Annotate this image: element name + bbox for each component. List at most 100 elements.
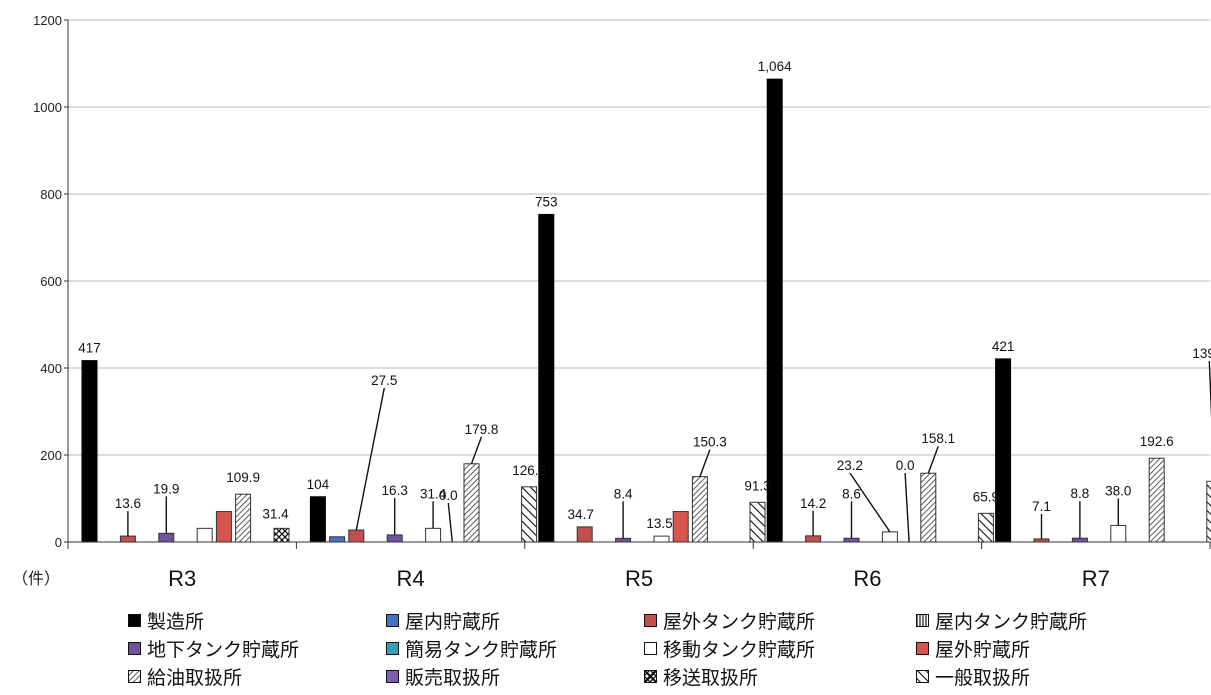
data-label: 31.4 [420,486,447,501]
x-category-label: R6 [853,566,881,591]
label-leader-lines [127,360,1211,543]
data-label: 753 [535,194,558,209]
legend-swatch [128,669,141,683]
legend-item: 一般取扱所 [916,664,1176,689]
bar [81,360,98,543]
bar [977,512,994,543]
legend-item: 販売取扱所 [386,664,644,689]
legend-item: 製造所 [128,608,386,633]
bar [273,527,290,543]
legend-item: 給油取扱所 [128,664,386,689]
y-tick-label: 1000 [33,100,62,115]
bar [615,537,632,543]
legend-label: 製造所 [147,610,205,633]
leader-line [927,445,939,474]
bar [329,536,346,543]
bar-chart: 0 200 400 600 800 1000 1200 417 104 753 1,064 421 1… [12,13,1211,591]
bar [691,476,708,543]
bars [81,78,1211,543]
bar [196,527,213,543]
data-label: 158.1 [921,431,955,446]
legend-label: 給油取扱所 [147,666,243,689]
data-label: 7.1 [1032,499,1051,514]
legend-label: 一般取扱所 [935,666,1031,689]
x-category-label: R4 [397,566,425,591]
legend-item: 地下タンク貯蔵所 [128,636,386,661]
bar [881,531,898,543]
data-label: 8.6 [842,486,861,501]
legend-item: 屋内タンク貯蔵所 [916,608,1176,633]
bar [386,534,403,543]
legend-item: 簡易タンク貯蔵所 [386,636,644,661]
bar [235,493,252,543]
data-label: 109.9 [226,470,260,485]
legend-label: 屋内貯蔵所 [405,610,501,633]
data-label: 139.5 [1192,346,1211,361]
legend-swatch [386,641,399,655]
data-label: 16.3 [382,483,408,498]
legend-swatch [644,641,657,655]
leader-line [355,387,385,531]
data-label: 8.8 [1071,486,1090,501]
legend-swatch [916,641,929,655]
data-label: 13.5 [646,516,672,531]
bar [843,537,860,543]
data-label: 8.4 [614,486,633,501]
legend-swatch [386,613,399,627]
bar [672,511,689,543]
data-label: 179.8 [465,422,499,437]
gridlines [68,19,1210,456]
leader-line [699,449,711,477]
axes [64,19,1211,549]
bar [1148,457,1165,543]
legend-label: 屋外タンク貯蔵所 [663,610,816,633]
data-label: 0.0 [896,458,915,473]
x-category-label: R5 [625,566,653,591]
data-label: 13.6 [115,496,141,511]
data-label: 126.8 [512,463,546,478]
legend-item: 移送取扱所 [644,664,916,689]
legend-label: 屋内タンク貯蔵所 [935,610,1088,633]
leader-line [447,502,453,543]
y-tick-label: 1200 [33,13,62,28]
legend-swatch [916,613,929,627]
legend-swatch [644,613,657,627]
legend-label: 地下タンク貯蔵所 [147,638,300,661]
bar [576,526,593,543]
leader-line [849,472,891,533]
x-category-label: R3 [168,566,196,591]
y-tick-label: 800 [40,187,62,202]
leader-line [904,472,910,543]
y-axis-ticks: 0 200 400 600 800 1000 1200 [33,13,62,550]
data-label: 65.9 [973,489,999,504]
data-label: 192.6 [1140,434,1174,449]
legend-item: 移動タンク貯蔵所 [644,636,916,661]
legend: 製造所 屋内貯蔵所 屋外タンク貯蔵所 屋内タンク貯蔵所地下タンク貯蔵所 簡易タンク貯蔵所… [128,608,1188,689]
legend-swatch [644,669,657,683]
bar [463,463,480,543]
bar [521,486,538,543]
data-label: 19.9 [153,481,179,496]
bar [425,527,442,543]
data-labels: 417 104 753 1,064 421 13.6 27.5 34.7 14.2 7.1 19.9… [78,59,1211,531]
bar [920,472,937,543]
data-label: 38.0 [1105,483,1131,498]
data-label: 417 [78,341,101,356]
data-label: 91.3 [744,478,770,493]
legend-swatch [128,641,141,655]
bar [805,535,822,543]
bar [309,496,326,543]
legend-item: 屋外貯蔵所 [916,636,1176,661]
legend-label: 簡易タンク貯蔵所 [405,638,558,661]
x-axis-categories: R3 R4 R5 R6 R7 [168,566,1110,591]
data-label: 150.3 [693,435,727,450]
bar [995,358,1012,543]
x-category-label: R7 [1082,566,1110,591]
data-label: 27.5 [371,373,397,388]
bar [348,529,365,543]
leader-line [470,436,483,465]
legend-swatch [386,669,399,683]
legend-label: 移動タンク貯蔵所 [663,638,816,661]
bar [749,501,766,543]
y-tick-label: 0 [55,535,62,550]
